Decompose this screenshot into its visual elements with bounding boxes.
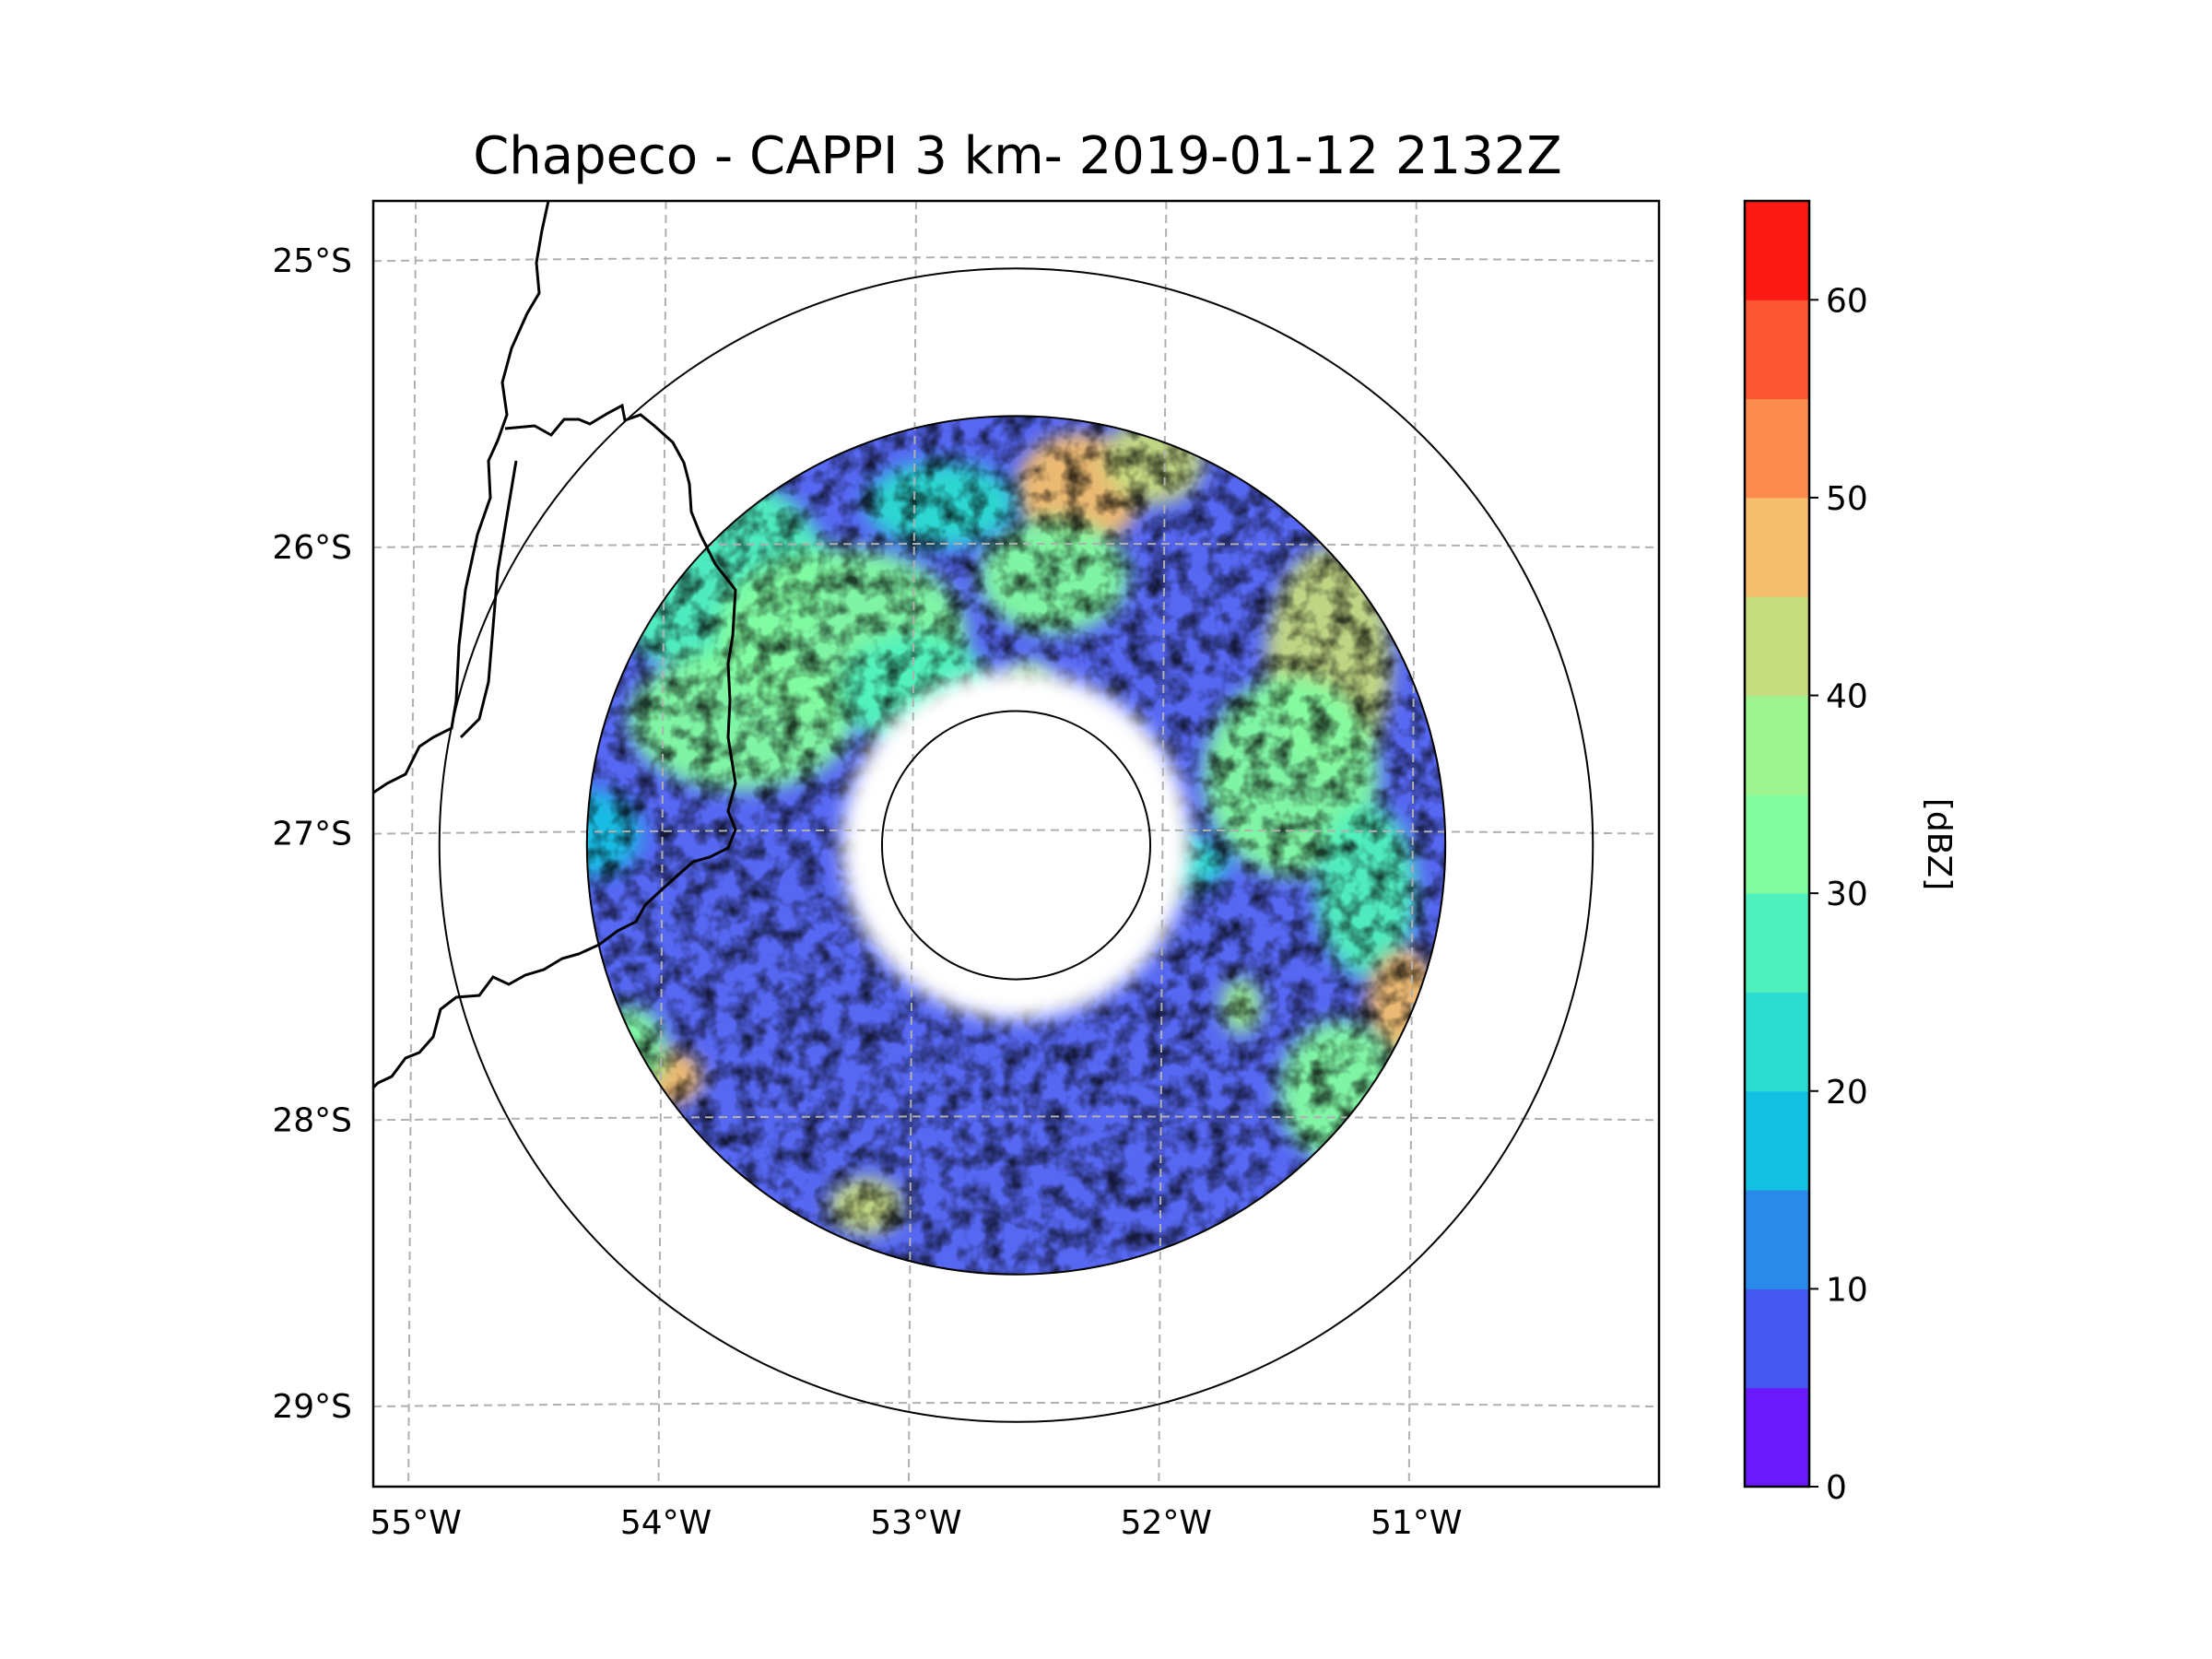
latitude-tick-label: 29°S — [272, 1388, 352, 1426]
range-ring-inner — [880, 710, 1152, 981]
colorbar-bin — [1745, 893, 1809, 993]
parallel-line — [373, 1115, 1659, 1122]
meridian-line — [1407, 201, 1418, 1487]
latitude-tick-label: 27°S — [272, 816, 352, 853]
map-area: 55°W 54°W 53°W 52°W 51°W 25°S 26°S 27°S 28°S 29°… — [272, 199, 1661, 1542]
meridian-line — [1158, 201, 1168, 1487]
longitude-tick-label: 53°W — [870, 1504, 961, 1542]
colorbar-tick-label: 20 — [1826, 1074, 1868, 1112]
parallel-line — [373, 542, 1659, 548]
colorbar-bin — [1745, 992, 1809, 1092]
latitude-tick-label: 25°S — [272, 242, 352, 280]
meridian-line — [407, 201, 418, 1487]
colorbar-bin — [1745, 300, 1809, 400]
latitude-tick-label: 26°S — [272, 529, 352, 567]
meridian-line — [657, 201, 667, 1487]
colorbar-bin — [1745, 1190, 1809, 1289]
latitude-tick-label: 28°S — [272, 1101, 352, 1139]
colorbar-bin — [1745, 1387, 1809, 1488]
colorbar-bin — [1745, 1288, 1809, 1389]
colorbar-tick-label: 50 — [1826, 480, 1868, 518]
colorbar: 0 10 20 30 40 50 60 [dBZ] — [1743, 199, 1958, 1507]
colorbar-bin — [1745, 497, 1809, 597]
longitude-tick-label: 52°W — [1121, 1504, 1212, 1542]
graticule — [373, 201, 1659, 1487]
colorbar-frame — [1743, 199, 1811, 1488]
country-border-line — [373, 201, 550, 794]
colorbar-bin — [1745, 596, 1809, 697]
range-ring-outer — [438, 267, 1594, 1423]
parallel-line — [373, 829, 1659, 835]
colorbar-bin — [1745, 1090, 1809, 1191]
longitude-tick-label: 55°W — [370, 1504, 461, 1542]
parallel-line — [373, 256, 1659, 263]
meridian-line — [907, 201, 917, 1487]
latitude-tick-labels: 25°S 26°S 27°S 28°S 29°S — [272, 242, 352, 1426]
colorbar-tick-label: 30 — [1826, 876, 1868, 913]
colorbar-tick-label: 40 — [1826, 678, 1868, 716]
longitude-tick-labels: 55°W 54°W 53°W 52°W 51°W — [370, 1504, 1462, 1542]
inner-no-echo-area — [841, 670, 1191, 1020]
range-ring-middle — [585, 415, 1447, 1276]
colorbar-bin — [1745, 201, 1809, 300]
state-border-line — [459, 460, 518, 739]
colorbar-tick-label: 60 — [1826, 282, 1868, 320]
colorbar-bin — [1745, 398, 1809, 499]
colorbar-bin — [1745, 695, 1809, 795]
figure-title: Chapeco - CAPPI 3 km- 2019-01-12 2132Z — [473, 126, 1562, 186]
parallel-line — [373, 1402, 1659, 1408]
longitude-tick-label: 51°W — [1371, 1504, 1462, 1542]
colorbar-tick-label: 0 — [1826, 1469, 1847, 1507]
colorbar-bin — [1745, 794, 1809, 894]
map-frame — [371, 199, 1661, 1488]
colorbar-tick-label: 10 — [1826, 1271, 1868, 1309]
colorbar-label: [dBZ] — [1920, 798, 1958, 890]
longitude-tick-label: 54°W — [620, 1504, 712, 1542]
